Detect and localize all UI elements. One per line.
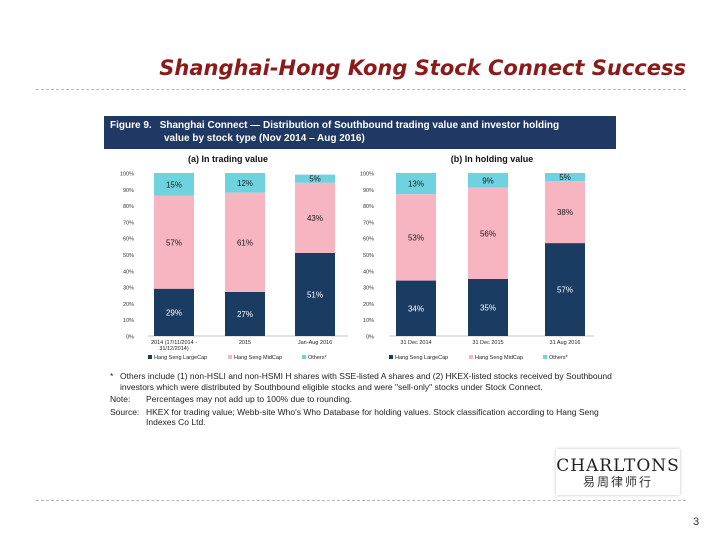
chart-title: (b) In holding value: [451, 154, 534, 164]
data-label: 5%: [309, 175, 321, 184]
y-tick-label: 40%: [123, 269, 134, 275]
bar-segment: [396, 280, 436, 336]
data-label: 34%: [408, 304, 424, 313]
legend-label: Others*: [549, 355, 569, 361]
chart-title: (a) In trading value: [188, 154, 268, 164]
footnote-others: Others include (1) non-HSLI and non-HSMI…: [120, 371, 612, 392]
legend-label: Hang Seng LargeCap: [395, 355, 448, 361]
figure-header: Figure 9. Shanghai Connect — Distribution…: [104, 116, 616, 149]
data-label: 5%: [559, 173, 571, 182]
y-tick-label: 20%: [123, 302, 134, 308]
bar-segment: [545, 173, 585, 182]
y-tick-label: 60%: [363, 237, 374, 243]
y-tick-label: 80%: [123, 204, 134, 210]
data-label: 57%: [557, 286, 573, 295]
x-tick-label: 31 Dec 2015: [472, 340, 503, 346]
figure-title-line2: value by stock type (Nov 2014 – Aug 2016…: [164, 133, 365, 144]
legend-swatch: [543, 355, 547, 359]
data-label: 38%: [557, 208, 573, 217]
bar-segment: [468, 187, 508, 279]
y-tick-label: 30%: [123, 286, 134, 292]
x-tick-label: 31 Dec 2014: [400, 340, 431, 346]
data-label: 57%: [166, 238, 182, 247]
legend-swatch: [148, 355, 152, 359]
bar-segment: [225, 291, 265, 336]
y-tick-label: 60%: [123, 237, 134, 243]
logo-name: CHARLTONS: [556, 456, 680, 476]
footer-divider: [36, 500, 686, 501]
figure-notes: * Others include (1) non-HSLI and non-HSM…: [110, 371, 620, 430]
bar-segment: [295, 182, 335, 253]
bar-segment: [225, 173, 265, 193]
slide-title: Shanghai-Hong Kong Stock Connect Success: [159, 56, 686, 80]
y-tick-label: 70%: [363, 220, 374, 226]
x-tick-label: Jan-Aug 2016: [298, 340, 332, 346]
charltons-logo: CHARLTONS 易周律师行: [556, 449, 680, 495]
bar-segment: [545, 243, 585, 336]
bar-segment: [154, 288, 194, 336]
data-label: 51%: [307, 290, 323, 299]
x-tick-label: 31 Aug 2016: [550, 340, 581, 346]
bar-segment: [225, 192, 265, 292]
bar-segment: [154, 173, 194, 196]
figure-title-line1: Shanghai Connect — Distribution of South…: [159, 120, 560, 131]
legend-label: Hang Seng MidCap: [475, 355, 523, 361]
bar-segment: [468, 278, 508, 336]
bar-segment: [295, 174, 335, 183]
legend-label: Hang Seng MidCap: [234, 355, 282, 361]
y-tick-label: 0%: [126, 335, 134, 341]
note-text: Percentages may not add up to 100% due t…: [146, 394, 353, 404]
legend-label: Others*: [308, 355, 328, 361]
data-label: 27%: [237, 310, 253, 319]
page-number: 3: [693, 516, 700, 528]
y-tick-label: 80%: [363, 204, 374, 210]
note-label: Note:: [110, 394, 131, 404]
bar-segment: [295, 252, 335, 336]
x-tick-label: 2015: [239, 340, 251, 346]
y-tick-label: 90%: [363, 188, 374, 194]
data-label: 15%: [166, 180, 182, 189]
y-tick-label: 0%: [366, 335, 374, 341]
x-tick-label: 31/12/2014): [159, 346, 189, 352]
data-label: 43%: [307, 214, 323, 223]
data-label: 9%: [482, 176, 494, 185]
data-label: 12%: [237, 179, 253, 188]
figure-label: Figure 9.: [110, 120, 152, 131]
legend-swatch: [228, 355, 232, 359]
y-tick-label: 10%: [363, 318, 374, 324]
y-tick-label: 20%: [363, 302, 374, 308]
data-label: 29%: [166, 308, 182, 317]
bar-segment: [396, 173, 436, 195]
y-tick-label: 30%: [363, 286, 374, 292]
data-label: 61%: [237, 238, 253, 247]
y-tick-label: 70%: [123, 220, 134, 226]
data-label: 13%: [408, 180, 424, 189]
legend-swatch: [389, 355, 393, 359]
data-label: 56%: [480, 229, 496, 238]
x-tick-label: 2014 (17/11/2014 -: [151, 340, 197, 346]
legend-swatch: [302, 355, 306, 359]
y-tick-label: 40%: [363, 269, 374, 275]
y-tick-label: 50%: [123, 253, 134, 259]
source-text: HKEX for trading value; Webb-site Who's …: [146, 406, 599, 428]
charts-canvas: (a) In trading value 0% 10% 20% 30% 40% 50% 60%…: [120, 154, 594, 361]
data-label: 35%: [480, 303, 496, 312]
y-tick-label: 50%: [363, 253, 374, 259]
logo-chinese-name: 易周律师行: [582, 475, 653, 489]
y-tick-label: 100%: [360, 172, 374, 178]
legend-swatch: [469, 355, 473, 359]
bar-segment: [396, 194, 436, 281]
legend-label: Hang Seng LargeCap: [154, 355, 207, 361]
y-tick-label: 90%: [123, 188, 134, 194]
bar-segment: [468, 173, 508, 188]
bar-segment: [154, 195, 194, 289]
title-divider: [36, 89, 686, 90]
bar-segment: [545, 181, 585, 244]
y-tick-label: 10%: [123, 318, 134, 324]
source-label: Source:: [110, 406, 140, 417]
footnote-star-mark: *: [110, 371, 114, 381]
y-tick-label: 100%: [120, 172, 134, 178]
data-label: 53%: [408, 233, 424, 242]
